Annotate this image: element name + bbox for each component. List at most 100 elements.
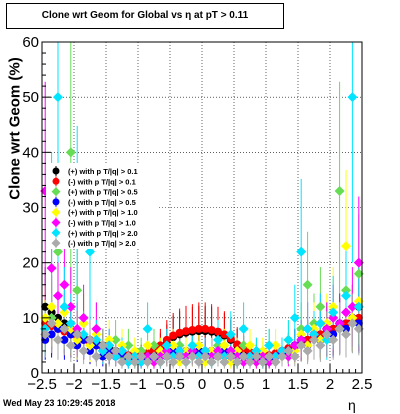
- legend-marker: [52, 167, 60, 175]
- datestamp: Wed May 23 10:29:45 2018: [3, 398, 116, 408]
- data-point: [54, 313, 62, 322]
- data-point: [59, 323, 70, 334]
- data-point: [136, 351, 147, 362]
- legend-marker: [51, 228, 61, 238]
- data-point: [175, 328, 184, 337]
- data-point: [149, 340, 159, 351]
- data-point: [46, 318, 57, 329]
- data-point: [219, 351, 230, 362]
- x-tick-label: 0: [198, 376, 206, 393]
- data-point: [283, 351, 294, 362]
- legend-marker: [51, 187, 61, 197]
- data-point: [251, 356, 262, 367]
- data-point: [245, 356, 255, 367]
- data-point: [289, 340, 300, 351]
- data-point: [174, 351, 185, 362]
- data-point: [78, 329, 89, 340]
- data-point: [329, 330, 338, 339]
- data-point: [123, 351, 134, 362]
- data-point: [341, 290, 351, 301]
- data-point: [91, 323, 102, 334]
- legend-entry-label: (-) with p T/|q| > 0.1: [68, 177, 136, 186]
- data-point: [257, 345, 268, 356]
- chart-title-box: Clone wrt Geom for Global vs η at pT > 0…: [6, 3, 284, 29]
- data-point: [232, 345, 243, 356]
- data-point: [206, 345, 217, 356]
- data-point: [53, 246, 63, 257]
- data-point: [92, 341, 101, 350]
- legend-entry-label: (+) with p T/|q| > 0.1: [68, 167, 138, 176]
- x-axis-label: η: [348, 397, 356, 413]
- data-point: [315, 318, 326, 329]
- data-point: [85, 334, 95, 345]
- data-point: [72, 334, 83, 345]
- data-point: [174, 345, 185, 356]
- data-point: [149, 351, 159, 362]
- data-point: [123, 356, 134, 367]
- data-point: [347, 312, 358, 323]
- data-point: [219, 356, 230, 367]
- y-tick-label: 0: [31, 365, 39, 382]
- data-point: [161, 351, 172, 362]
- data-point: [206, 351, 217, 362]
- y-tick-label: 60: [22, 34, 39, 51]
- data-point: [181, 356, 191, 367]
- data-point: [353, 323, 364, 334]
- legend-entry-label: (+) with p T/|q| > 1.0: [68, 208, 138, 217]
- data-point: [161, 345, 172, 356]
- data-point: [309, 334, 319, 345]
- y-tick-label: 50: [22, 89, 39, 106]
- axis-ticks: −2.5 −2 −1.5 −1 −0.5 0 0.5 1 1.5 2 2.5 0 10 20 30 40 50 6…: [22, 34, 372, 393]
- data-point: [334, 185, 345, 196]
- legend-marker: [51, 238, 61, 248]
- data-point: [309, 329, 319, 340]
- data-point: [296, 334, 307, 345]
- data-point: [97, 340, 108, 351]
- x-tick-label: 0.5: [224, 376, 245, 393]
- data-point: [270, 356, 281, 367]
- x-tick-label: −1: [129, 376, 146, 393]
- data-point: [181, 351, 191, 362]
- data-point: [251, 351, 262, 362]
- data-point: [117, 345, 127, 356]
- data-point: [142, 351, 153, 362]
- data-point: [316, 330, 325, 339]
- data-point: [59, 279, 70, 290]
- data-point: [85, 340, 95, 351]
- data-point: [91, 334, 102, 345]
- data-point: [341, 285, 351, 296]
- data-point: [65, 318, 76, 329]
- data-point: [321, 329, 332, 340]
- data-point: [354, 313, 363, 322]
- data-point: [136, 356, 147, 367]
- data-point: [353, 301, 364, 312]
- data-point: [142, 356, 153, 367]
- data-point: [283, 334, 294, 345]
- x-tick-label: 1: [262, 376, 270, 393]
- data-point: [40, 329, 51, 340]
- data-point: [315, 340, 326, 351]
- data-point: [264, 351, 275, 362]
- data-point: [283, 345, 294, 356]
- data-point: [354, 319, 363, 328]
- data-point: [200, 345, 211, 356]
- data-point: [194, 324, 203, 333]
- data-point: [65, 323, 76, 334]
- legend-box: [46, 163, 158, 249]
- data-point: [60, 319, 69, 328]
- data-point: [46, 263, 57, 274]
- data-point: [347, 92, 358, 103]
- legend-entry-label: (-) with p T/|q| > 2.0: [68, 239, 136, 248]
- data-point: [41, 319, 50, 328]
- data-point: [201, 324, 210, 333]
- data-point: [347, 318, 358, 329]
- data-point: [72, 323, 83, 334]
- x-tick-label: 2.5: [352, 376, 373, 393]
- data-point: [302, 279, 313, 290]
- data-point: [162, 335, 171, 344]
- data-point: [168, 356, 179, 367]
- data-point: [334, 323, 345, 334]
- data-point: [129, 345, 140, 356]
- data-point: [181, 345, 191, 356]
- x-tick-label: 2: [326, 376, 334, 393]
